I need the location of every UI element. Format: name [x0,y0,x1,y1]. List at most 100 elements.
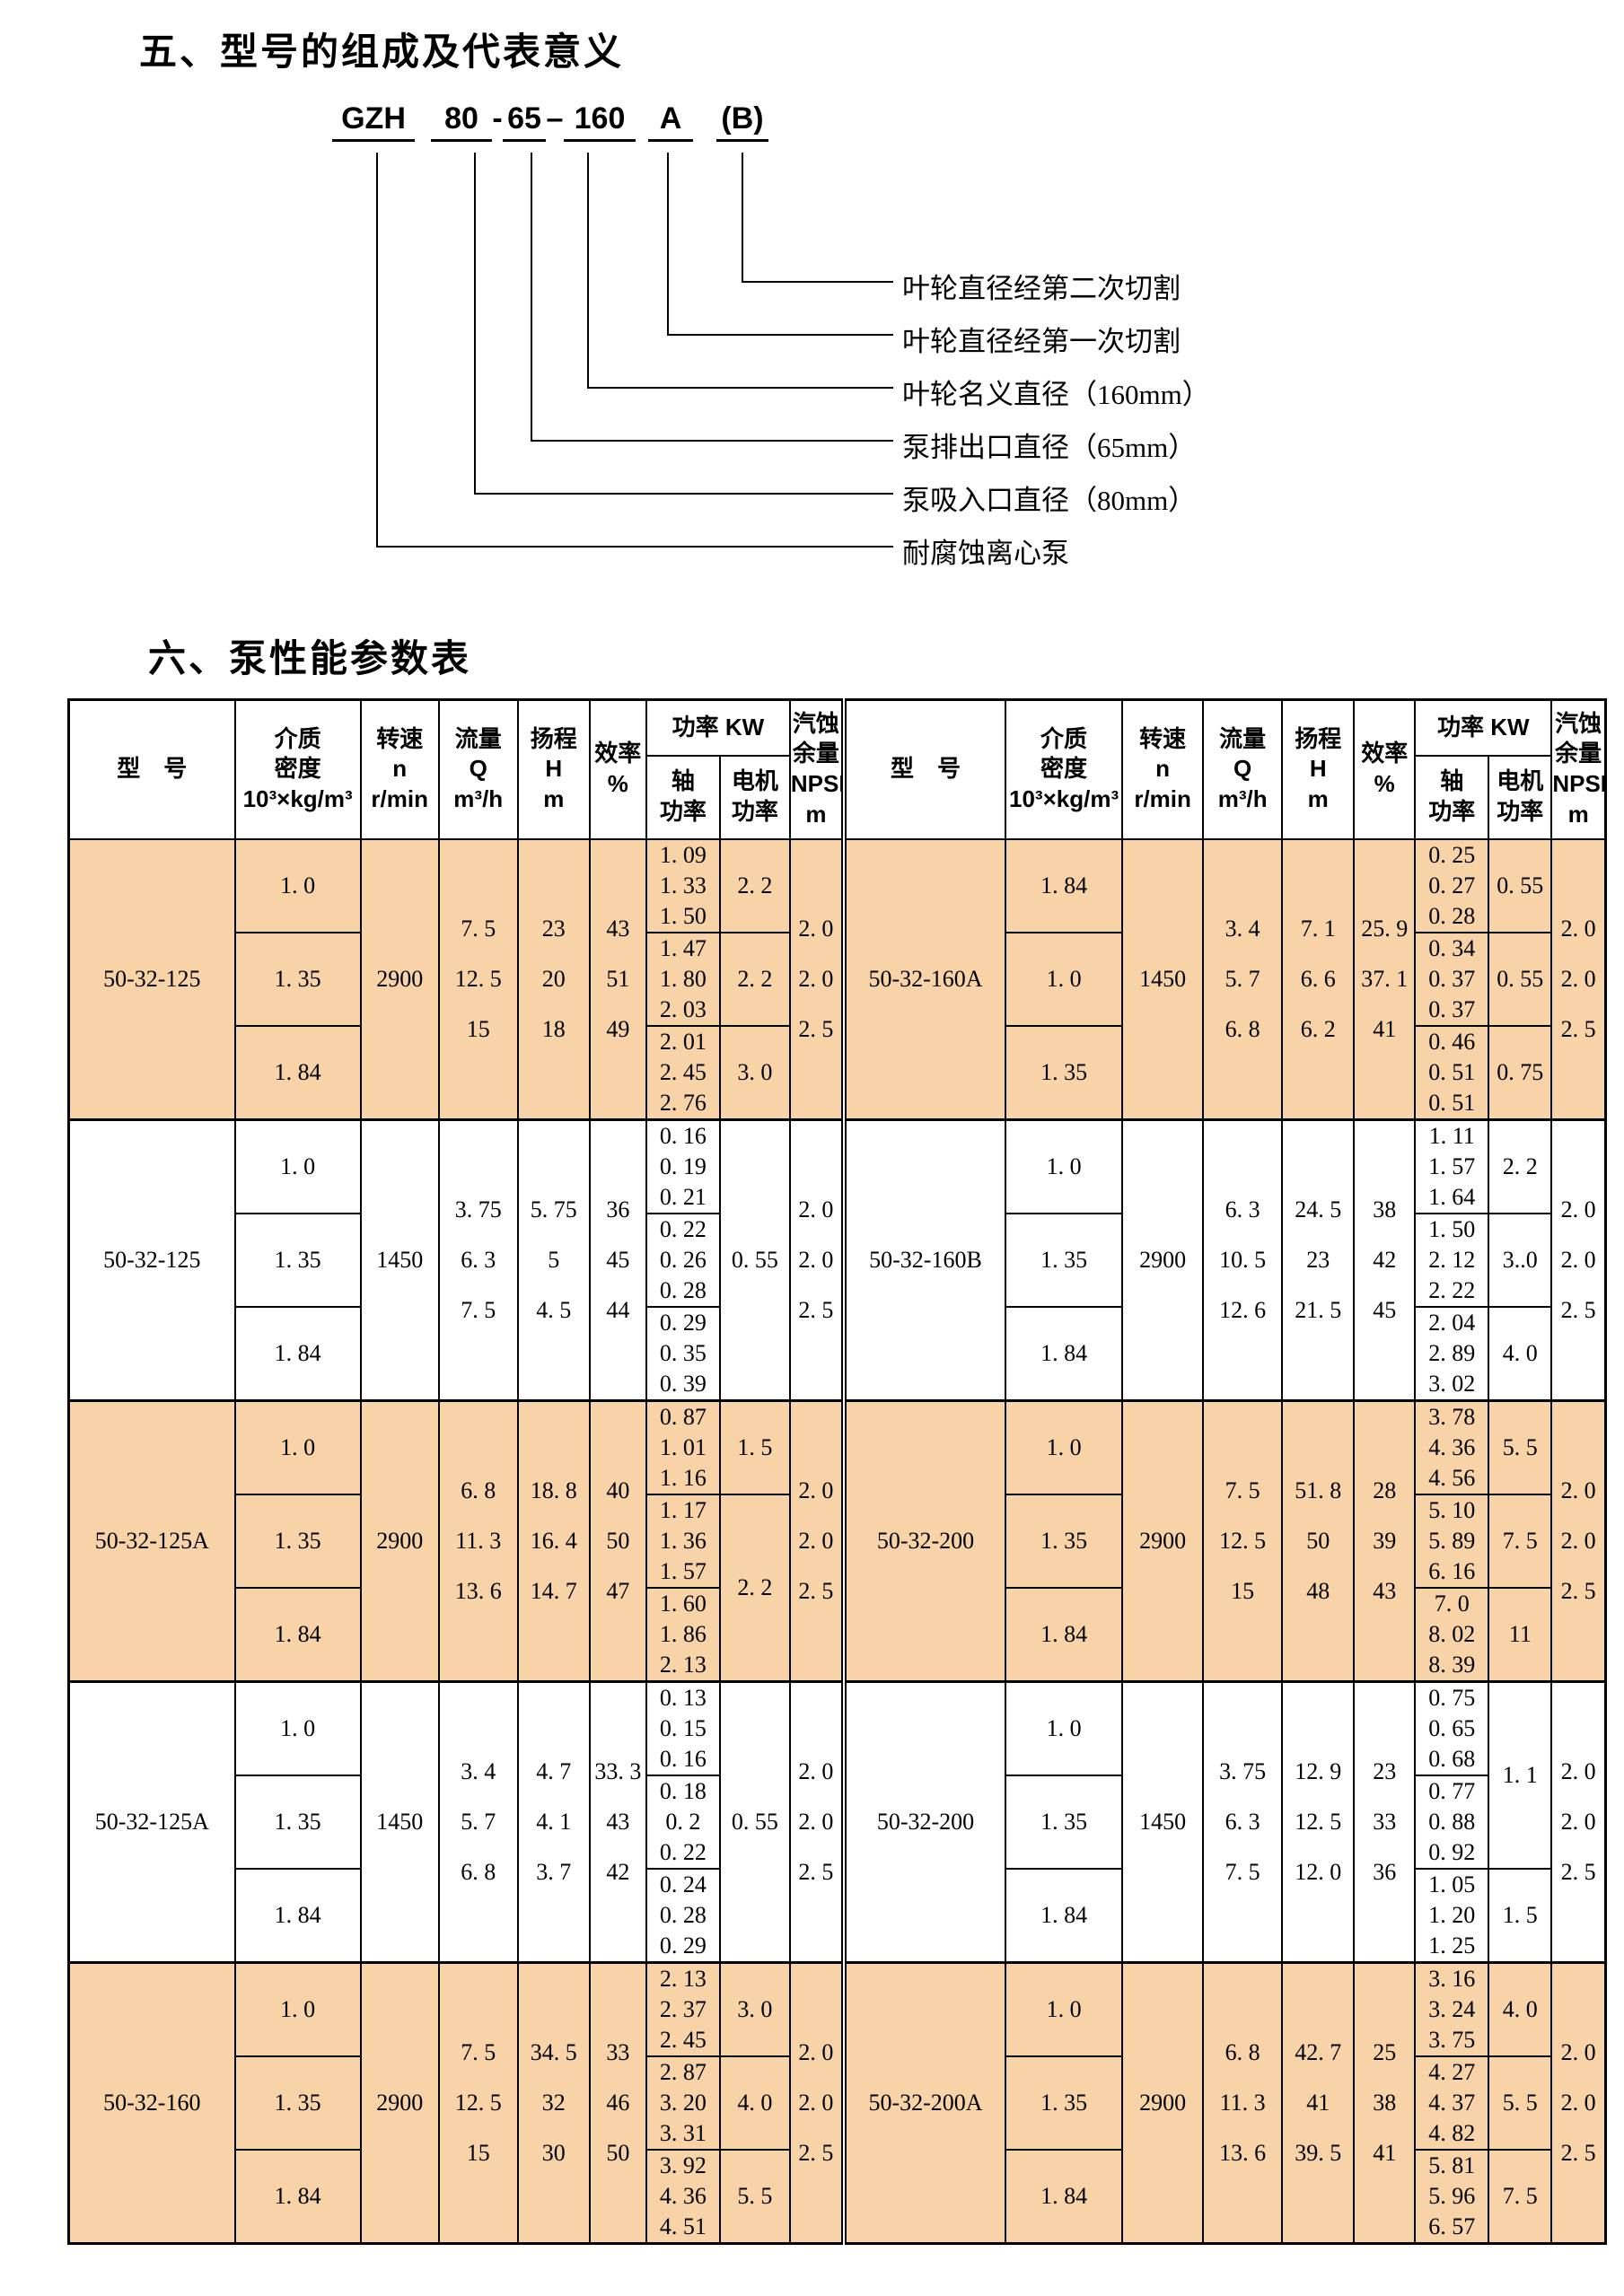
model-cell: 50-32-125A [67,1680,236,1963]
motor-power-cell: 2. 2 [718,1493,791,1682]
motor-power-cell: 11 [1488,1586,1553,1682]
table-block: 50-32-125A 1. 0 2900 6. 8 11. 3 13. 6 18… [67,1399,1607,1682]
header-density: 介质 密度 10³×kg/m³ [1005,698,1124,840]
shaft-power-cell: 1. 05 1. 20 1. 25 [1414,1867,1490,1963]
density-cell: 1. 84 [233,1586,362,1682]
shaft-power-cell: 5. 81 5. 96 6. 57 [1414,2148,1490,2244]
speed-cell: 2900 [359,1399,440,1682]
table-block: 50-32-125 1. 0 2900 7. 5 12. 5 15 23 20 … [67,837,1607,1120]
motor-power-cell: 4. 0 [1488,1305,1553,1401]
header-head: 扬程 H m [516,698,591,840]
shaft-power-cell: 7. 0 8. 02 8. 39 [1414,1586,1490,1682]
header-npsh: 汽蚀 余量 NPSH m [1550,698,1607,840]
header-speed: 转速 n r/min [359,698,440,840]
shaft-power-cell: 0. 34 0. 37 0. 37 [1414,931,1490,1027]
speed-cell: 2900 [359,837,440,1120]
header-model: 型 号 [67,698,236,840]
npsh-cell: 2. 0 2. 0 2. 5 [1550,1118,1607,1401]
model-segment-discharge: 65 [503,101,546,142]
npsh-cell: 2. 0 2. 0 2. 5 [788,1118,845,1401]
density-cell: 1. 84 [1005,837,1124,933]
density-cell: 1. 84 [233,1305,362,1401]
density-cell: 1. 0 [1005,931,1124,1027]
efficiency-cell: 25 38 41 [1353,1961,1417,2244]
motor-power-cell: 3. 0 [718,1024,791,1120]
model-cell: 50-32-200 [840,1680,1007,1963]
shaft-power-cell: 0. 75 0. 65 0. 68 [1414,1680,1490,1776]
efficiency-cell: 33. 3 43 42 [588,1680,647,1963]
motor-power-cell: 0. 55 [1488,837,1553,933]
density-cell: 1. 84 [1005,2148,1124,2244]
density-cell: 1. 0 [233,837,362,933]
shaft-power-cell: 0. 16 0. 19 0. 21 [645,1118,721,1214]
motor-power-cell: 7. 5 [1488,1493,1553,1589]
motor-power-cell: 0. 55 [1488,931,1553,1027]
flow-cell: 3. 4 5. 7 6. 8 [437,1680,519,1963]
section5-title: 五、型号的组成及代表意义 [139,31,625,73]
connector-line-cut2 [742,153,893,283]
motor-power-cell: 2. 2 [1488,1118,1553,1214]
shaft-power-cell: 3. 92 4. 36 4. 51 [645,2148,721,2244]
model-cell: 50-32-160B [840,1118,1007,1401]
flow-cell: 3. 75 6. 3 7. 5 [437,1118,519,1401]
shaft-power-cell: 1. 17 1. 36 1. 57 [645,1493,721,1589]
efficiency-cell: 33 46 50 [588,1961,647,2244]
model-segment-impeller: 160 [564,101,636,142]
section6-title: 六、泵性能参数表 [148,637,472,679]
shaft-power-cell: 2. 01 2. 45 2. 76 [645,1024,721,1120]
model-segment-cut2: (B) [716,101,768,142]
shaft-power-cell: 4. 27 4. 37 4. 82 [1414,2055,1490,2151]
legend-label-cut2: 叶轮直径经第二次切割 [902,273,1181,304]
flow-cell: 3. 75 6. 3 7. 5 [1202,1680,1284,1963]
speed-cell: 1450 [1121,837,1205,1120]
header-npsh: 汽蚀 余量 NPSH m [788,698,845,840]
head-cell: 12. 9 12. 5 12. 0 [1281,1680,1356,1963]
flow-cell: 6. 3 10. 5 12. 6 [1202,1118,1284,1401]
model-cell: 50-32-160A [840,837,1007,1120]
npsh-cell: 2. 0 2. 0 2. 5 [788,1680,845,1963]
header-efficiency: 效率 % [1353,698,1417,840]
motor-power-cell: 1. 5 [1488,1867,1553,1963]
speed-cell: 2900 [1121,1399,1205,1682]
density-cell: 1. 35 [1005,1212,1124,1308]
shaft-power-cell: 0. 18 0. 2 0. 22 [645,1774,721,1870]
npsh-cell: 2. 0 2. 0 2. 5 [1550,1399,1607,1682]
head-cell: 5. 75 5 4. 5 [516,1118,591,1401]
head-cell: 18. 8 16. 4 14. 7 [516,1399,591,1682]
table-block: 50-32-160 1. 0 2900 7. 5 12. 5 15 34. 5 … [67,1961,1607,2244]
motor-power-cell: 4. 0 [1488,1961,1553,2057]
npsh-cell: 2. 0 2. 0 2. 5 [788,1961,845,2244]
pump-performance-table: 型 号 介质 密度 10³×kg/m³ 转速 n r/min 流量 Q m³/h… [67,698,1607,2245]
flow-cell: 6. 8 11. 3 13. 6 [437,1399,519,1682]
efficiency-cell: 28 39 43 [1353,1399,1417,1682]
table-header: 型 号 介质 密度 10³×kg/m³ 转速 n r/min 流量 Q m³/h… [67,698,1607,840]
header-model: 型 号 [840,698,1007,840]
motor-power-cell: 4. 0 [718,2055,791,2151]
density-cell: 1. 35 [1005,1024,1124,1120]
density-cell: 1. 35 [1005,1774,1124,1870]
header-shaft-power: 轴 功率 [645,754,721,840]
shaft-power-cell: 0. 77 0. 88 0. 92 [1414,1774,1490,1870]
legend-label-suction: 泵吸入口直径（80mm） [902,485,1197,516]
density-cell: 1. 0 [1005,1118,1124,1214]
density-cell: 1. 84 [1005,1867,1124,1963]
head-cell: 51. 8 50 48 [1281,1399,1356,1682]
legend-label-cut1: 叶轮直径经第一次切割 [902,326,1181,357]
shaft-power-cell: 0. 25 0. 27 0. 28 [1414,837,1490,933]
legend-label-impeller: 叶轮名义直径（160mm） [902,379,1210,410]
model-segment-prefix: GZH [332,101,415,142]
density-cell: 1. 0 [233,1680,362,1776]
header-speed: 转速 n r/min [1121,698,1205,840]
shaft-power-cell: 0. 22 0. 26 0. 28 [645,1212,721,1308]
speed-cell: 2900 [359,1961,440,2244]
header-flow: 流量 Q m³/h [1202,698,1284,840]
npsh-cell: 2. 0 2. 0 2. 5 [1550,1680,1607,1963]
density-cell: 1. 84 [1005,1586,1124,1682]
speed-cell: 1450 [359,1118,440,1401]
legend-label-pump-type: 耐腐蚀离心泵 [902,538,1069,569]
head-cell: 7. 1 6. 6 6. 2 [1281,837,1356,1120]
header-flow: 流量 Q m³/h [437,698,519,840]
flow-cell: 7. 5 12. 5 15 [437,1961,519,2244]
shaft-power-cell: 2. 87 3. 20 3. 31 [645,2055,721,2151]
